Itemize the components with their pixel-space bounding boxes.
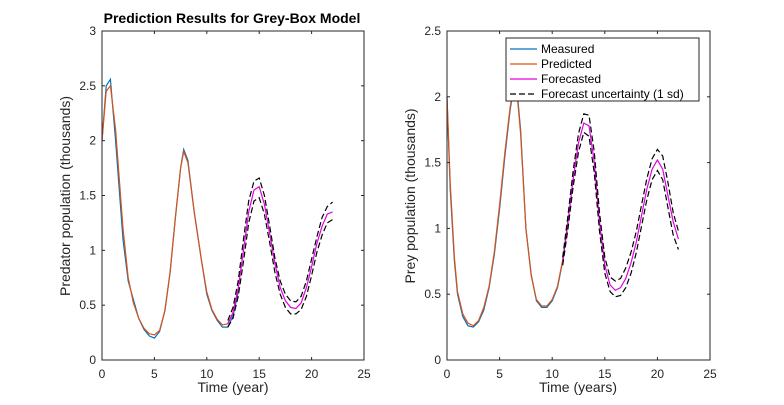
legend-label-forecasted: Forecasted: [541, 72, 601, 86]
y-axis-label: Predator population (thousands): [57, 96, 73, 296]
x-axis-label: Time (years): [539, 379, 617, 395]
series-uncertainty-lower: [227, 196, 333, 328]
prey-chart: 0 5 10 15 20 25 0 0.5 1 1.5 2 2.5 Time (years) Prey…: [402, 24, 717, 395]
y-tick-label: 1.5: [424, 156, 441, 170]
legend: Measured Predicted Forecasted Forecast u…: [505, 37, 700, 102]
series-forecasted: [227, 185, 333, 325]
x-tick-label: 0: [99, 367, 106, 381]
y-tick-label: 3: [89, 24, 96, 38]
x-axis-label: Time (year): [197, 379, 268, 395]
x-tick-label: 10: [200, 367, 214, 381]
x-tick-label: 25: [703, 367, 717, 381]
y-tick-label: 2.5: [424, 24, 441, 38]
y-tick-label: 0: [89, 353, 96, 367]
y-tick-label: 0.5: [79, 298, 96, 312]
series-measured: [101, 77, 239, 339]
y-tick-label: 1: [434, 221, 441, 235]
y-tick-label: 2.5: [79, 79, 96, 93]
legend-label-predicted: Predicted: [541, 57, 592, 71]
x-tick-label: 0: [444, 367, 451, 381]
y-tick-label: 0.5: [424, 287, 441, 301]
y-axis-label: Prey population (thousands): [402, 108, 418, 283]
x-tick-label: 20: [305, 367, 319, 381]
x-tick-label: 20: [651, 367, 665, 381]
y-tick-label: 2: [434, 90, 441, 104]
x-tick-label: 25: [357, 367, 371, 381]
y-tick-label: 1: [89, 243, 96, 257]
series-measured: [446, 81, 569, 328]
x-tick-label: 5: [151, 367, 158, 381]
series-uncertainty-upper: [227, 177, 333, 321]
y-tick-label: 1.5: [79, 189, 96, 203]
series-uncertainty-upper: [562, 113, 679, 282]
y-tick-label: 0: [434, 353, 441, 367]
series-predicted: [101, 84, 239, 336]
x-tick-label: 5: [496, 367, 503, 381]
y-tick-label: 2: [89, 134, 96, 148]
series-predicted: [446, 85, 569, 327]
plot-frame: [446, 30, 711, 361]
legend-box: [505, 37, 700, 102]
legend-label-measured: Measured: [541, 42, 594, 56]
chart-title: Prediction Results for Grey-Box Model: [104, 10, 361, 26]
x-tick-label: 15: [253, 367, 267, 381]
x-tick-label: 10: [546, 367, 560, 381]
legend-label-uncertainty: Forecast uncertainty (1 sd): [541, 87, 684, 101]
x-tick-label: 15: [598, 367, 612, 381]
series-uncertainty-lower: [562, 131, 679, 298]
predator-chart: Prediction Results for Grey-Box Model 0 5…: [57, 10, 371, 395]
series-forecasted: [562, 122, 679, 292]
